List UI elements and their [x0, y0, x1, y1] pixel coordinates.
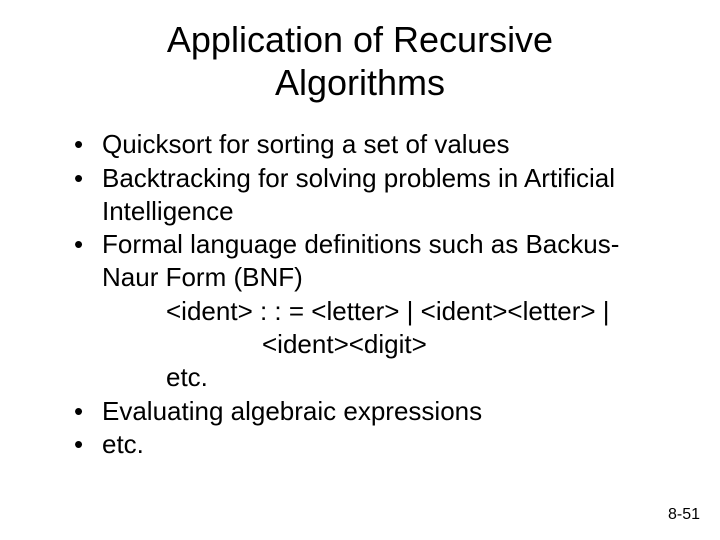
bullet-item: Backtracking for solving problems in Art…: [74, 162, 680, 229]
bnf-etc: etc.: [102, 361, 680, 394]
slide-title: Application of Recursive Algorithms: [40, 18, 680, 104]
bullet-item: Evaluating algebraic expressions: [74, 395, 680, 428]
bullet-text: Naur Form (BNF): [102, 262, 303, 292]
bnf-line: <ident><digit>: [102, 328, 680, 361]
bullet-text: Quicksort for sorting a set of values: [102, 129, 510, 159]
bullet-text: Backtracking for solving problems in Art…: [102, 163, 615, 226]
slide: Application of Recursive Algorithms Quic…: [0, 0, 720, 540]
bullet-list: Quicksort for sorting a set of values Ba…: [40, 128, 680, 461]
bullet-text: etc.: [102, 429, 144, 459]
bnf-line: <ident> : : = <letter> | <ident><letter>…: [102, 295, 680, 328]
bullet-item: Quicksort for sorting a set of values: [74, 128, 680, 161]
bullet-text: Evaluating algebraic expressions: [102, 396, 482, 426]
title-line-1: Application of Recursive: [167, 19, 553, 60]
bullet-item: Formal language definitions such as Back…: [74, 228, 680, 394]
title-line-2: Algorithms: [275, 62, 445, 103]
bullet-item: etc.: [74, 428, 680, 461]
slide-number: 8-51: [668, 506, 700, 524]
bullet-text: Formal language definitions such as Back…: [102, 229, 619, 259]
